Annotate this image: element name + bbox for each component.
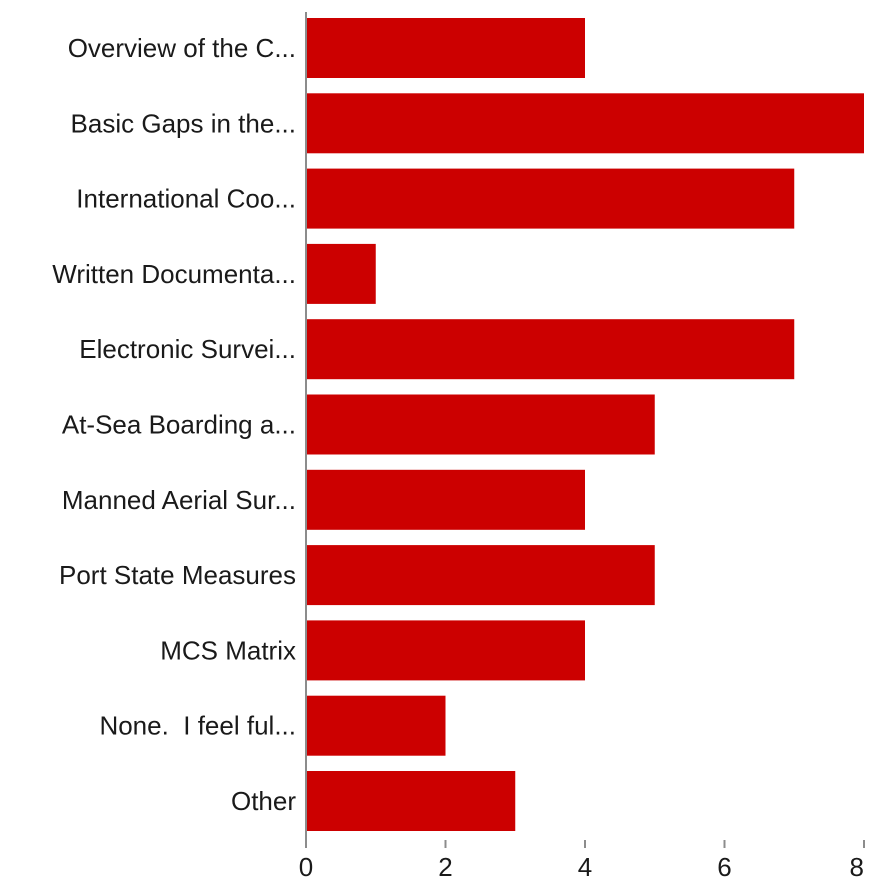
- bar-4: [306, 319, 795, 380]
- bars-group: [306, 18, 864, 831]
- category-label-8: MCS Matrix: [160, 635, 296, 665]
- category-label-4: Electronic Survei...: [79, 334, 296, 364]
- x-tick-label-1: 2: [438, 852, 452, 882]
- category-label-9: None. I feel ful...: [99, 711, 296, 741]
- x-tick-label-3: 6: [717, 852, 731, 882]
- bar-7: [306, 545, 655, 606]
- bar-5: [306, 394, 655, 455]
- category-label-1: Basic Gaps in the...: [71, 108, 296, 138]
- category-label-3: Written Documenta...: [52, 259, 296, 289]
- category-labels: Overview of the C... Basic Gaps in the...…: [52, 33, 296, 816]
- category-label-2: International Coo...: [76, 184, 296, 214]
- x-tick-label-4: 8: [850, 852, 864, 882]
- bar-6: [306, 469, 585, 530]
- category-label-5: At-Sea Boarding a...: [62, 410, 296, 440]
- category-label-6: Manned Aerial Sur...: [62, 485, 296, 515]
- bar-10: [306, 771, 516, 831]
- bar-8: [306, 620, 585, 681]
- category-label-10: Other: [231, 786, 296, 816]
- bar-9: [306, 695, 446, 756]
- x-tick-label-0: 0: [299, 852, 313, 882]
- bar-2: [306, 168, 795, 229]
- x-axis-ticks: 0 2 4 6 8: [299, 840, 865, 882]
- bar-0: [306, 18, 585, 78]
- bar-3: [306, 243, 376, 304]
- category-label-7: Port State Measures: [59, 560, 296, 590]
- bar-1: [306, 93, 864, 154]
- category-label-0: Overview of the C...: [68, 33, 296, 63]
- x-tick-label-2: 4: [578, 852, 592, 882]
